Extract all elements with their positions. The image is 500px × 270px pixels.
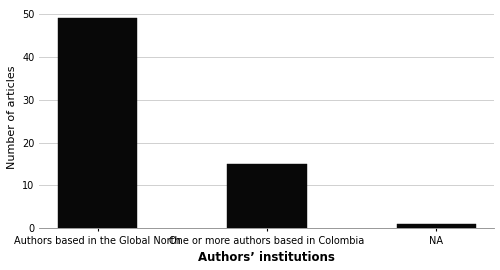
Bar: [396, 224, 476, 228]
X-axis label: Authors’ institutions: Authors’ institutions: [198, 251, 336, 264]
Y-axis label: Number of articles: Number of articles: [6, 65, 16, 169]
Bar: [227, 164, 306, 228]
Bar: [58, 18, 138, 228]
